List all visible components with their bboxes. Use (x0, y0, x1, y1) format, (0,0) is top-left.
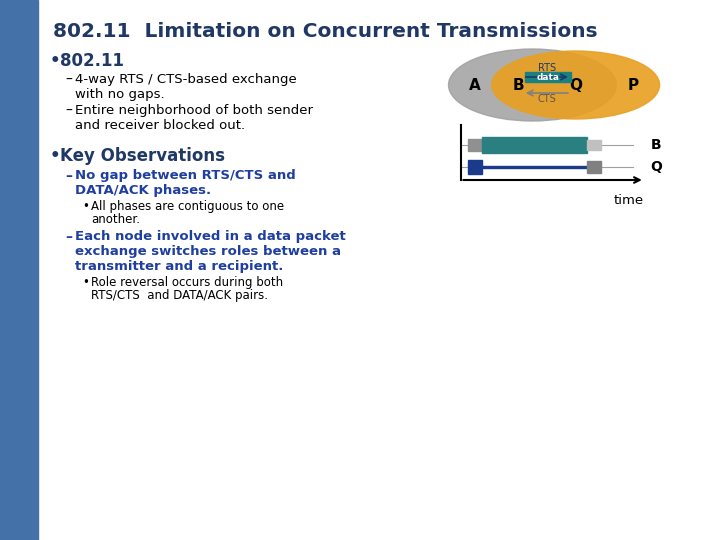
Bar (525, 72, 571, 82)
Bar (482, 137, 587, 153)
Text: CTS: CTS (537, 94, 557, 104)
Bar (468, 139, 482, 151)
Text: RTS: RTS (538, 63, 556, 73)
Text: Each node involved in a data packet: Each node involved in a data packet (75, 230, 346, 243)
Text: A: A (469, 78, 481, 92)
Text: P: P (628, 78, 639, 92)
Ellipse shape (492, 51, 660, 119)
Text: All phases are contiguous to one: All phases are contiguous to one (91, 200, 284, 213)
Bar (0, 0, 38, 540)
Text: 4-way RTS / CTS-based exchange: 4-way RTS / CTS-based exchange (75, 73, 297, 86)
Text: and receiver blocked out.: and receiver blocked out. (75, 119, 245, 132)
Bar (587, 161, 600, 173)
Ellipse shape (449, 49, 616, 121)
Text: •: • (83, 276, 89, 289)
Text: DATA/ACK phases.: DATA/ACK phases. (75, 184, 211, 197)
Text: RTS/CTS  and DATA/ACK pairs.: RTS/CTS and DATA/ACK pairs. (91, 289, 268, 302)
Text: Q: Q (569, 78, 582, 92)
Text: with no gaps.: with no gaps. (75, 88, 164, 101)
Text: –: – (66, 73, 72, 87)
Text: –: – (66, 230, 72, 244)
Bar (468, 160, 482, 174)
Text: Role reversal occurs during both: Role reversal occurs during both (91, 276, 283, 289)
Text: •: • (83, 200, 89, 213)
Text: •: • (50, 52, 60, 70)
Text: Key Observations: Key Observations (60, 147, 225, 165)
Text: data: data (536, 72, 559, 82)
Text: time: time (613, 194, 644, 207)
Bar (587, 140, 600, 150)
Text: Entire neighborhood of both sender: Entire neighborhood of both sender (75, 104, 312, 117)
Text: 802.11: 802.11 (60, 52, 125, 70)
Text: No gap between RTS/CTS and: No gap between RTS/CTS and (75, 169, 296, 182)
Text: transmitter and a recipient.: transmitter and a recipient. (75, 260, 283, 273)
Text: 802.11  Limitation on Concurrent Transmissions: 802.11 Limitation on Concurrent Transmis… (53, 22, 598, 41)
Text: B: B (650, 138, 661, 152)
Text: –: – (66, 104, 72, 118)
Bar (482, 166, 587, 168)
Text: B: B (512, 78, 524, 92)
Text: •: • (50, 147, 60, 165)
Text: Q: Q (650, 160, 662, 174)
Text: exchange switches roles between a: exchange switches roles between a (75, 245, 341, 258)
Text: –: – (66, 169, 72, 183)
Text: another.: another. (91, 213, 140, 226)
